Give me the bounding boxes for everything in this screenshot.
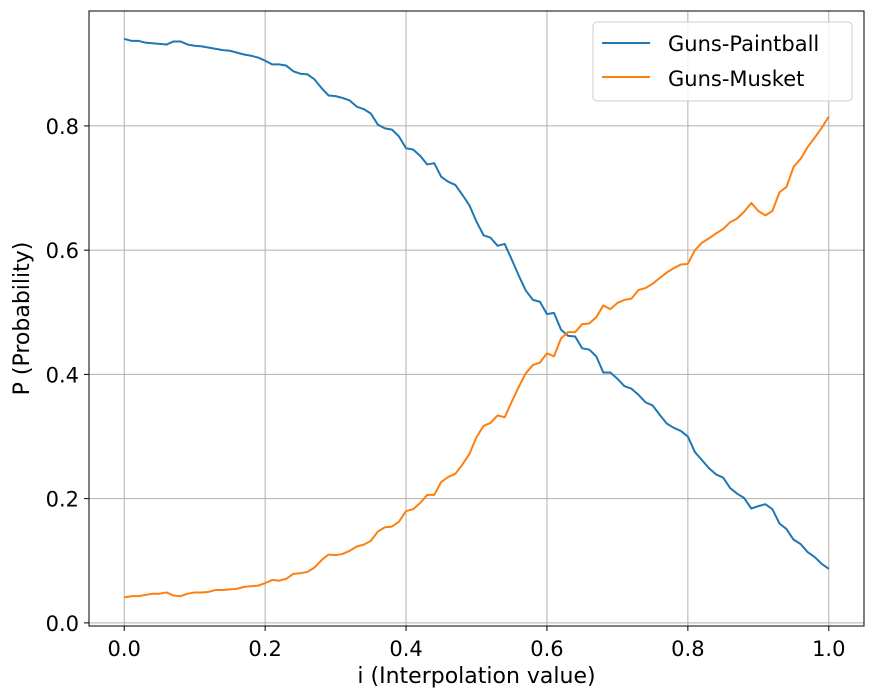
x-tick-label: 1.0 [812, 637, 845, 661]
y-tick-label: 0.2 [46, 488, 79, 512]
legend: Guns-Paintball Guns-Musket [592, 21, 853, 102]
x-tick-label: 0.0 [108, 637, 141, 661]
y-tick-label: 0.4 [46, 363, 79, 387]
series-line [124, 116, 830, 599]
plot-frame [88, 10, 865, 627]
legend-label: Guns-Paintball [668, 32, 819, 56]
legend-box [592, 21, 853, 102]
series-line [123, 37, 830, 570]
axis-ticks: 0.0 0.2 0.4 0.6 0.8 1.0 0.0 0.2 0.4 0.6 0.8 [46, 115, 846, 661]
x-axis-label: i (Interpolation value) [357, 664, 595, 689]
x-tick-label: 0.6 [530, 637, 563, 661]
x-tick-label: 0.8 [671, 637, 704, 661]
legend-label: Guns-Musket [668, 67, 804, 91]
x-tick-label: 0.2 [248, 637, 281, 661]
x-tick-label: 0.4 [389, 637, 422, 661]
series-lines [123, 37, 830, 599]
y-tick-label: 0.8 [46, 115, 79, 139]
grid [89, 11, 864, 626]
y-tick-label: 0.6 [46, 239, 79, 263]
y-tick-label: 0.0 [46, 612, 79, 636]
y-axis-label: P (Probability) [10, 242, 35, 396]
